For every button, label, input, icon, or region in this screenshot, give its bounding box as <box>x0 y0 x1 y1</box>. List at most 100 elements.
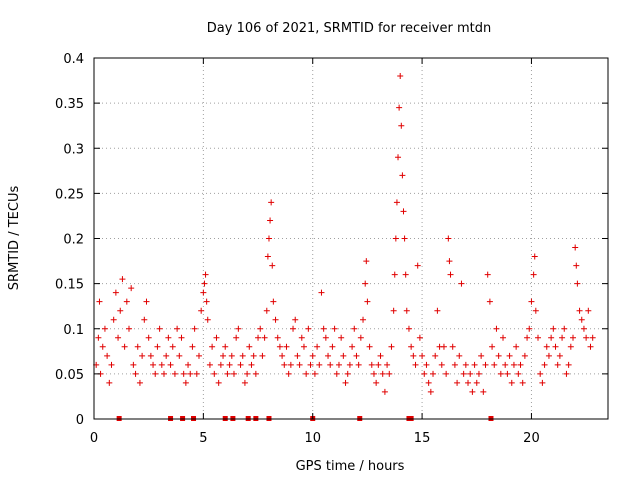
data-point <box>329 343 336 350</box>
data-point <box>311 370 318 377</box>
data-point <box>473 379 480 386</box>
data-point <box>189 343 196 350</box>
data-point <box>495 352 502 359</box>
data-point <box>363 258 370 265</box>
data-point <box>106 379 113 386</box>
data-point <box>515 370 522 377</box>
data-point <box>386 370 393 377</box>
data-point <box>298 334 305 341</box>
data-point <box>307 361 314 368</box>
data-point <box>95 334 102 341</box>
data-point <box>430 370 437 377</box>
data-point <box>202 271 209 278</box>
data-point <box>384 361 391 368</box>
data-point <box>537 370 544 377</box>
data-point <box>574 280 581 287</box>
data-point <box>320 325 327 332</box>
data-point <box>119 276 126 283</box>
data-point <box>222 343 229 350</box>
data-point <box>541 361 548 368</box>
y-tick-label: 0.25 <box>55 187 84 202</box>
y-tick-label: 0.4 <box>63 52 84 67</box>
data-point <box>176 352 183 359</box>
data-point <box>375 361 382 368</box>
data-point <box>150 361 157 368</box>
data-point <box>589 334 596 341</box>
data-point <box>530 271 537 278</box>
data-point <box>414 262 421 269</box>
data-point <box>272 316 279 323</box>
data-series <box>93 73 596 395</box>
data-point <box>191 325 198 332</box>
data-point <box>309 352 316 359</box>
data-point <box>438 361 445 368</box>
data-point <box>552 343 559 350</box>
data-point <box>583 334 590 341</box>
data-point <box>117 307 124 314</box>
data-point <box>211 370 218 377</box>
data-point <box>548 334 555 341</box>
data-point <box>128 285 135 292</box>
data-point <box>454 379 461 386</box>
data-point <box>268 199 275 206</box>
data-point <box>338 334 345 341</box>
data-point <box>115 334 122 341</box>
data-point <box>224 370 231 377</box>
data-point <box>182 379 189 386</box>
data-point <box>335 361 342 368</box>
data-point <box>556 352 563 359</box>
data-point <box>198 307 205 314</box>
data-point <box>185 361 192 368</box>
data-point <box>248 361 255 368</box>
data-point <box>121 343 128 350</box>
data-point <box>506 352 513 359</box>
data-point <box>269 262 276 269</box>
data-point <box>165 334 172 341</box>
data-point <box>215 379 222 386</box>
data-point <box>193 370 200 377</box>
data-point <box>250 352 257 359</box>
data-point <box>379 370 386 377</box>
data-point <box>482 361 489 368</box>
data-point <box>519 379 526 386</box>
data-point <box>366 343 373 350</box>
data-point <box>318 289 325 296</box>
data-point <box>112 289 119 296</box>
data-point <box>381 388 388 395</box>
data-point <box>416 334 423 341</box>
data-point <box>401 235 408 242</box>
data-point <box>235 325 242 332</box>
data-point <box>143 298 150 305</box>
y-tick-label: 0.3 <box>63 142 84 157</box>
data-point <box>294 352 301 359</box>
data-point <box>460 370 467 377</box>
data-point <box>491 361 498 368</box>
data-point <box>419 352 426 359</box>
data-point <box>567 343 574 350</box>
data-point <box>443 370 450 377</box>
y-tick-label: 0.1 <box>63 323 84 338</box>
x-tick-label: 0 <box>90 431 98 446</box>
data-point <box>187 370 194 377</box>
data-point <box>364 298 371 305</box>
data-point <box>346 361 353 368</box>
data-point <box>517 361 524 368</box>
data-point <box>171 370 178 377</box>
data-point <box>287 361 294 368</box>
data-point <box>264 253 271 260</box>
data-point <box>327 361 334 368</box>
data-point <box>535 334 542 341</box>
data-point <box>396 104 403 111</box>
data-point <box>368 361 375 368</box>
data-point <box>504 370 511 377</box>
data-point <box>395 154 402 161</box>
data-point <box>425 379 432 386</box>
data-point <box>263 307 270 314</box>
data-point <box>261 334 268 341</box>
data-point <box>340 352 347 359</box>
data-point <box>152 370 159 377</box>
data-point <box>228 352 235 359</box>
data-point <box>333 370 340 377</box>
data-point <box>370 370 377 377</box>
